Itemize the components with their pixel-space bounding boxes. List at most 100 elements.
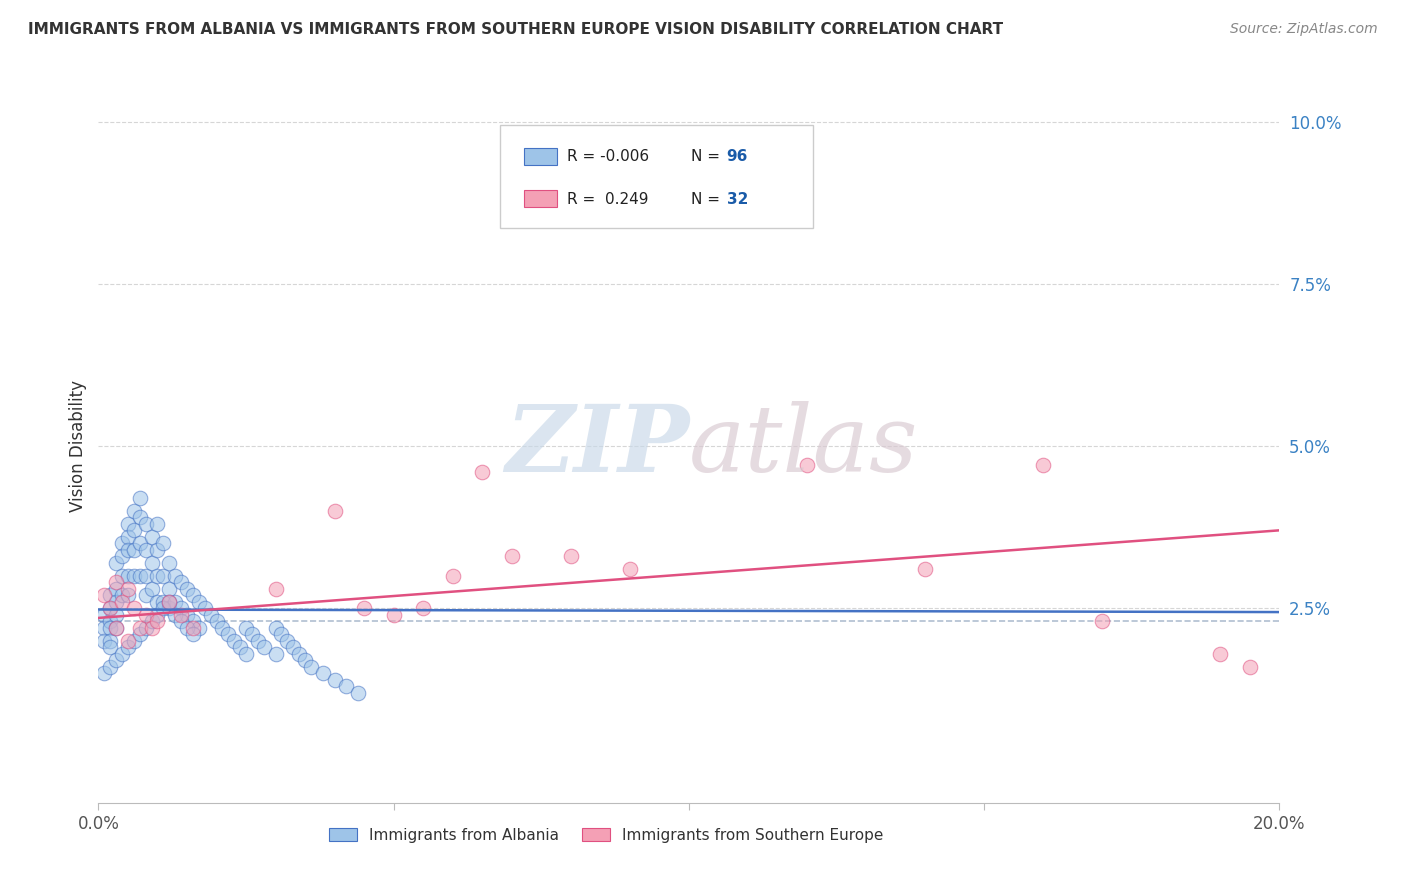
Point	[117, 588, 139, 602]
Point	[122, 633, 145, 648]
Point	[560, 549, 582, 564]
Text: N =: N =	[692, 192, 720, 207]
Point	[117, 633, 139, 648]
Point	[1209, 647, 1232, 661]
Point	[796, 458, 818, 473]
Point	[146, 607, 169, 622]
Point	[619, 562, 641, 576]
Point	[98, 633, 121, 648]
Point	[235, 621, 257, 635]
Text: 96: 96	[727, 149, 748, 164]
Point	[176, 621, 198, 635]
Point	[141, 556, 163, 570]
Point	[122, 504, 145, 518]
Point	[117, 530, 139, 544]
Point	[235, 647, 257, 661]
Point	[128, 536, 150, 550]
Point	[105, 582, 128, 596]
Point	[117, 568, 139, 582]
Point	[211, 621, 233, 635]
Point	[128, 568, 150, 582]
Point	[294, 653, 316, 667]
Point	[312, 666, 335, 681]
Legend: Immigrants from Albania, Immigrants from Southern Europe: Immigrants from Albania, Immigrants from…	[323, 822, 889, 848]
Point	[98, 601, 121, 615]
Point	[157, 582, 180, 596]
Point	[152, 568, 174, 582]
Point	[152, 536, 174, 550]
FancyBboxPatch shape	[523, 191, 557, 208]
Point	[98, 588, 121, 602]
Text: R = -0.006: R = -0.006	[567, 149, 650, 164]
Point	[1091, 614, 1114, 628]
Point	[412, 601, 434, 615]
Point	[229, 640, 252, 654]
Point	[111, 647, 134, 661]
Point	[157, 595, 180, 609]
Point	[283, 640, 305, 654]
Point	[264, 647, 287, 661]
Point	[146, 568, 169, 582]
Point	[678, 179, 700, 194]
Point	[501, 549, 523, 564]
Point	[98, 621, 121, 635]
Point	[141, 582, 163, 596]
Point	[176, 582, 198, 596]
Point	[111, 549, 134, 564]
Point	[146, 542, 169, 557]
Point	[246, 633, 269, 648]
Text: ZIP: ZIP	[505, 401, 689, 491]
Point	[93, 607, 115, 622]
Y-axis label: Vision Disability: Vision Disability	[69, 380, 87, 512]
Point	[165, 595, 187, 609]
Point	[141, 621, 163, 635]
Point	[181, 588, 204, 602]
Text: R =  0.249: R = 0.249	[567, 192, 648, 207]
Text: IMMIGRANTS FROM ALBANIA VS IMMIGRANTS FROM SOUTHERN EUROPE VISION DISABILITY COR: IMMIGRANTS FROM ALBANIA VS IMMIGRANTS FR…	[28, 22, 1004, 37]
Point	[323, 504, 346, 518]
Point	[181, 614, 204, 628]
Point	[276, 633, 298, 648]
Text: atlas: atlas	[689, 401, 918, 491]
Point	[122, 524, 145, 538]
Point	[299, 659, 322, 673]
Point	[264, 582, 287, 596]
Point	[1032, 458, 1054, 473]
Point	[270, 627, 292, 641]
Point	[152, 601, 174, 615]
Point	[98, 601, 121, 615]
Point	[128, 491, 150, 505]
Point	[93, 621, 115, 635]
Point	[152, 595, 174, 609]
Point	[181, 621, 204, 635]
Point	[146, 614, 169, 628]
FancyBboxPatch shape	[523, 148, 557, 165]
Point	[217, 627, 239, 641]
Point	[382, 607, 405, 622]
Point	[141, 530, 163, 544]
Point	[335, 679, 357, 693]
Point	[264, 621, 287, 635]
Point	[122, 542, 145, 557]
Point	[135, 588, 157, 602]
Point	[187, 621, 209, 635]
Point	[135, 607, 157, 622]
Point	[111, 595, 134, 609]
Point	[93, 666, 115, 681]
Point	[93, 588, 115, 602]
Point	[117, 640, 139, 654]
Point	[105, 575, 128, 590]
Point	[157, 556, 180, 570]
FancyBboxPatch shape	[501, 125, 813, 228]
Point	[471, 465, 494, 479]
Point	[98, 614, 121, 628]
Point	[441, 568, 464, 582]
Point	[105, 595, 128, 609]
Point	[135, 516, 157, 531]
Point	[170, 601, 193, 615]
Point	[117, 542, 139, 557]
Point	[105, 607, 128, 622]
Point	[122, 568, 145, 582]
Point	[914, 562, 936, 576]
Point	[105, 556, 128, 570]
